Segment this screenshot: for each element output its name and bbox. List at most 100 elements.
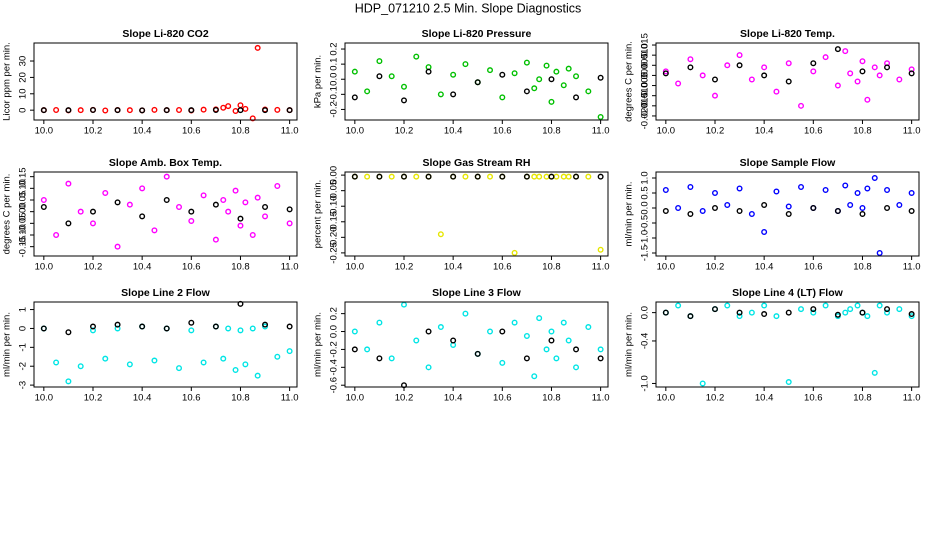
data-point: [565, 337, 572, 344]
y-tick-label: 0.05: [18, 191, 29, 210]
x-tick-label: 10.8: [853, 393, 872, 404]
data-point: [687, 183, 694, 190]
plot-frame: [655, 42, 920, 121]
data-point: [274, 182, 281, 189]
data-point: [388, 173, 395, 180]
data-point: [854, 189, 861, 196]
y-tick-label: -0.4: [329, 359, 340, 375]
y-tick-label: -0.010: [640, 82, 651, 109]
panel-title: Slope Li-820 Pressure: [422, 28, 532, 40]
data-point: [736, 62, 743, 69]
data-point: [413, 337, 420, 344]
data-point: [376, 355, 383, 362]
data-point: [364, 346, 371, 353]
y-tick-label: 0.00: [329, 166, 340, 185]
panel-title: Slope Line 3 Flow: [432, 287, 522, 299]
data-point: [163, 173, 170, 180]
data-point: [450, 337, 457, 344]
data-point: [249, 115, 256, 122]
data-point: [499, 359, 506, 366]
x-tick-label: 10.2: [84, 393, 103, 404]
data-point: [254, 44, 261, 51]
data-point: [884, 306, 891, 313]
y-axis-label: kPa per min.: [313, 55, 324, 108]
x-tick-label: 10.0: [657, 126, 676, 137]
data-point: [487, 328, 494, 335]
data-point: [736, 309, 743, 316]
y-tick-label: 0: [18, 108, 29, 113]
x-tick-label: 10.4: [133, 393, 152, 404]
plot-frame: [655, 171, 920, 257]
data-point: [437, 324, 444, 331]
y-axis-label: degrees C per min.: [2, 174, 13, 255]
x-tick-label: 11.0: [592, 126, 610, 137]
data-point: [262, 213, 269, 220]
data-point: [573, 173, 580, 180]
panel: Slope Gas Stream RH percent per min. 10.0 1…: [313, 157, 610, 273]
data-point: [413, 173, 420, 180]
data-point: [65, 107, 72, 114]
data-point: [810, 60, 817, 67]
data-point: [450, 91, 457, 98]
data-point: [773, 88, 780, 95]
y-tick-label: 30: [18, 56, 29, 67]
data-point: [237, 107, 244, 114]
data-point: [565, 65, 572, 72]
x-tick-label: 10.4: [444, 126, 463, 137]
panel-title: Slope Line 4 (LT) Flow: [732, 287, 843, 299]
data-point: [151, 227, 158, 234]
data-point: [163, 325, 170, 332]
y-tick-label: -3: [18, 381, 29, 389]
data-point: [896, 201, 903, 208]
data-point: [560, 82, 567, 89]
data-point: [785, 203, 792, 210]
x-tick-label: 11.0: [903, 262, 921, 273]
y-tick-label: -0.10: [18, 224, 29, 246]
data-point: [232, 367, 239, 374]
x-tick-label: 10.2: [706, 126, 725, 137]
x-tick-label: 10.6: [182, 262, 201, 273]
y-tick-label: -0.020: [640, 102, 651, 129]
data-point: [876, 249, 883, 256]
data-point: [437, 231, 444, 238]
data-point: [462, 310, 469, 317]
x-tick-label: 10.0: [346, 262, 365, 273]
data-point: [40, 203, 47, 210]
data-point: [711, 92, 718, 99]
data-point: [548, 98, 555, 105]
data-point: [523, 88, 530, 95]
data-point: [188, 319, 195, 326]
data-point: [864, 96, 871, 103]
x-tick-label: 10.6: [493, 393, 512, 404]
data-point: [871, 174, 878, 181]
data-point: [77, 107, 84, 114]
y-tick-label: -0.5: [640, 215, 651, 231]
y-tick-label: 0.015: [640, 33, 651, 57]
data-point: [548, 328, 555, 335]
data-point: [810, 204, 817, 211]
data-point: [785, 60, 792, 67]
plot-frame: [344, 42, 609, 121]
data-point: [798, 102, 805, 109]
data-point: [77, 208, 84, 215]
data-point: [511, 319, 518, 326]
y-tick-label: -0.20: [329, 227, 340, 249]
x-tick-label: 11.0: [903, 393, 921, 404]
data-point: [834, 82, 841, 89]
data-point: [89, 208, 96, 215]
panel: Slope Line 4 (LT) Flow ml/min per min. 10.…: [624, 287, 921, 404]
x-tick-label: 11.0: [592, 393, 610, 404]
data-point: [462, 61, 469, 68]
data-point: [232, 187, 239, 194]
data-point: [474, 350, 481, 357]
x-tick-label: 10.0: [657, 262, 676, 273]
data-point: [543, 62, 550, 69]
data-point: [40, 196, 47, 203]
x-tick-label: 10.6: [493, 126, 512, 137]
data-point: [871, 64, 878, 71]
panel-title: Slope Li-820 CO2: [122, 28, 209, 40]
data-point: [474, 173, 481, 180]
x-tick-label: 10.0: [35, 262, 54, 273]
data-point: [834, 46, 841, 53]
